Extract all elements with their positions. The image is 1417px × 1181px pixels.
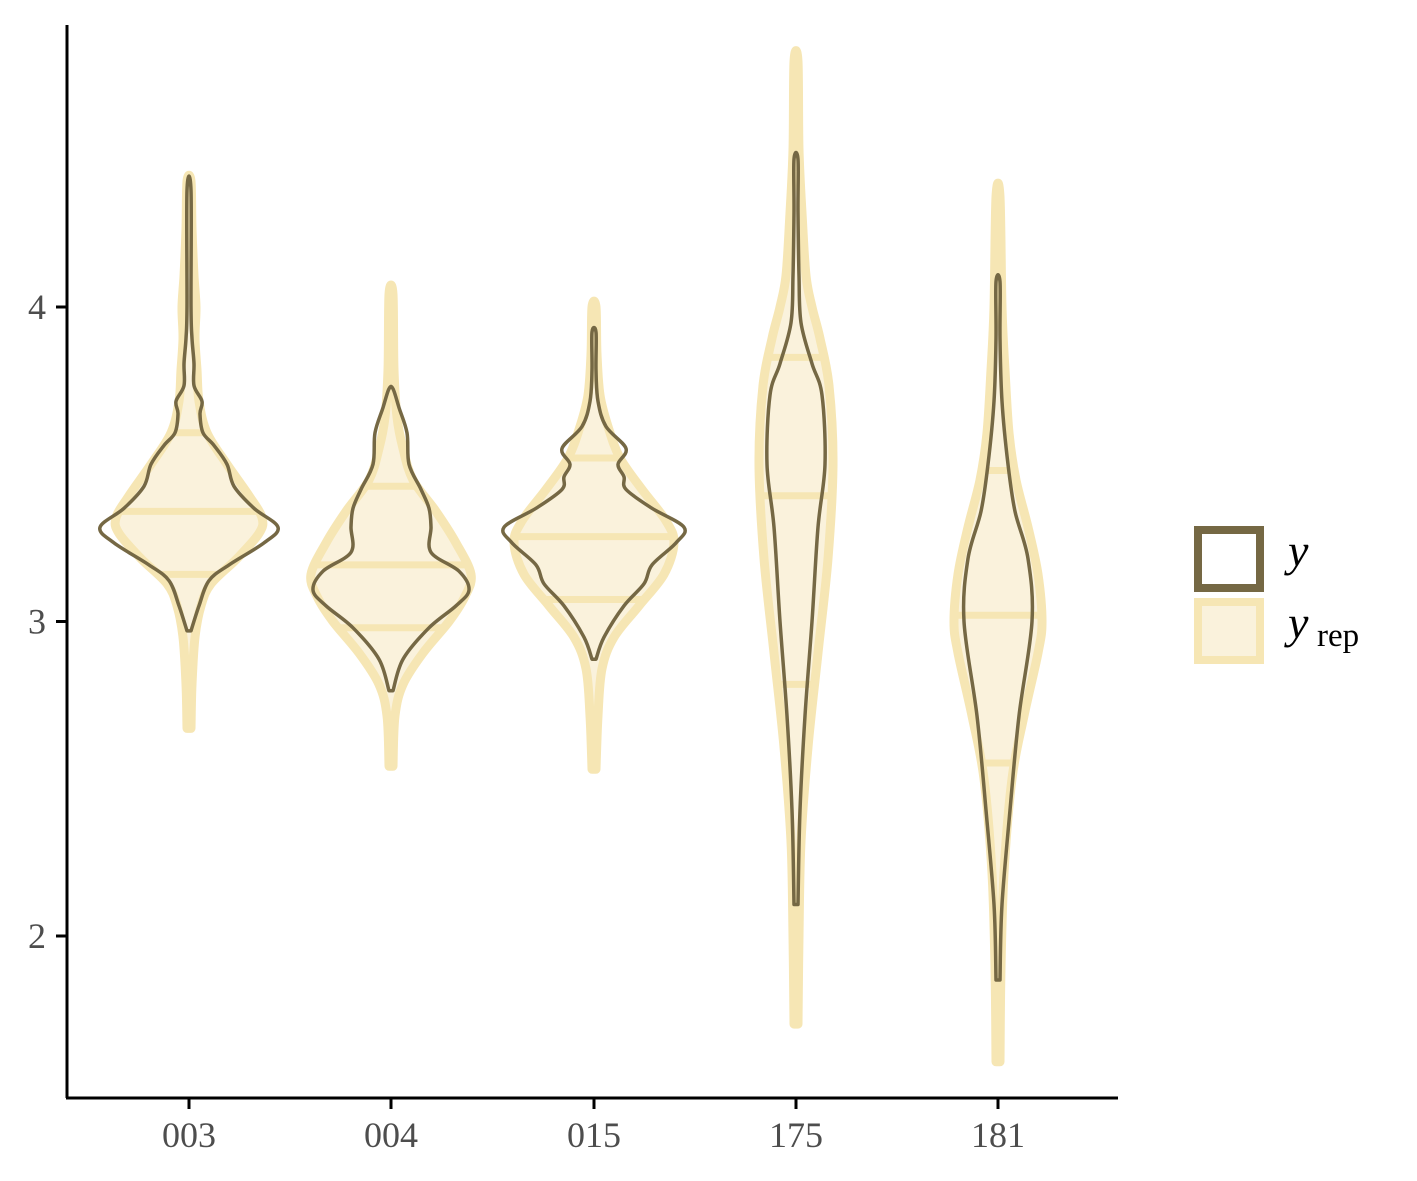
y-violins <box>98 150 1035 982</box>
y-violin-175 <box>765 150 827 907</box>
yrep-violin-003 <box>110 170 268 733</box>
y-tick-label-4: 4 <box>28 287 46 327</box>
yrep-violin-004 <box>306 280 476 771</box>
legend: yy rep <box>1194 525 1359 664</box>
x-tick-label-181: 181 <box>971 1115 1025 1155</box>
y-violin-003 <box>98 174 280 633</box>
yrep-violins <box>110 46 1047 1067</box>
y-violin-015 <box>501 325 687 661</box>
x-tick-label-015: 015 <box>567 1115 621 1155</box>
x-ticks: 003 004 015 175 181 <box>162 1098 1025 1155</box>
x-tick-label-003: 003 <box>162 1115 216 1155</box>
x-tick-label-175: 175 <box>769 1115 823 1155</box>
y-tick-label-2: 2 <box>28 916 46 956</box>
yrep-violin-181 <box>949 178 1047 1067</box>
legend-key-yrep <box>1194 598 1264 664</box>
y-violin-181 <box>961 273 1035 982</box>
legend-label-y: y <box>1284 525 1309 576</box>
legend-label-yrep-subscript: rep <box>1317 618 1359 654</box>
y-tick-label-3: 3 <box>28 602 46 642</box>
y-ticks: 2 3 4 <box>28 287 67 956</box>
x-tick-label-004: 004 <box>364 1115 418 1155</box>
y-violin-004 <box>311 384 471 693</box>
legend-label-yrep: y <box>1284 597 1309 648</box>
yrep-violin-175 <box>754 46 838 1029</box>
legend-key-y <box>1194 526 1264 592</box>
